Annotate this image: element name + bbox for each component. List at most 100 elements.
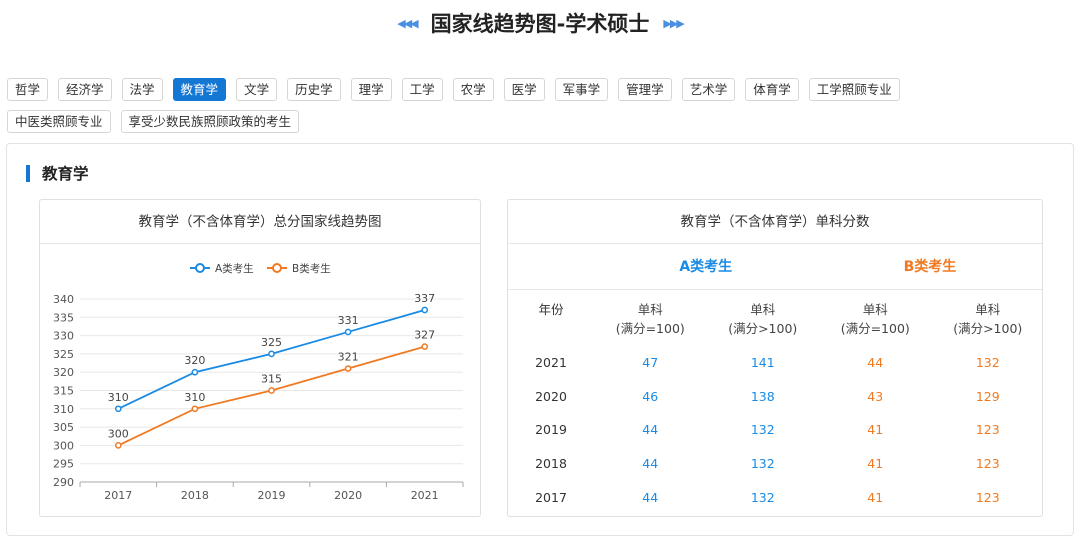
subject-tab[interactable]: 医学 — [503, 78, 545, 101]
data-label: 320 — [184, 354, 205, 367]
score-cell-b2: 123 — [975, 489, 1000, 505]
score-cell-a2: 132 — [750, 422, 775, 438]
score-cell-b2: 123 — [975, 422, 1000, 438]
subject-panel: 教育学 教育学（不含体育学）总分国家线趋势图 290 295 300 305 310 31… — [6, 143, 1074, 536]
y-tick-label: 305 — [53, 421, 74, 434]
score-cell-b1: 41 — [867, 489, 884, 505]
score-card-title: 教育学（不含体育学）单科分数 — [508, 200, 1042, 244]
section-marker — [26, 164, 30, 182]
col-a-sub2: 单科 (满分>100) — [728, 302, 798, 336]
subject-tabs: 哲学 经济学 法学 教育学 文学 历史学 理学 工学 农学 医学 军事学 管理学 艺术学 体育学 工学照顾专… — [7, 78, 1067, 142]
subject-tab[interactable]: 哲学 — [7, 78, 49, 101]
subject-tab[interactable]: 经济学 — [58, 78, 112, 101]
score-cell-b1: 44 — [867, 355, 884, 371]
y-tick-label: 300 — [53, 439, 74, 452]
subject-tab[interactable]: 工学 — [401, 78, 443, 101]
score-cell-b1: 41 — [867, 422, 884, 438]
y-tick-label: 290 — [53, 476, 74, 489]
score-cell-a2: 141 — [750, 355, 775, 371]
trend-chart-title: 教育学（不含体育学）总分国家线趋势图 — [40, 200, 480, 244]
x-tick-label: 2018 — [181, 489, 209, 502]
subject-tab[interactable]: 教育学 — [172, 78, 227, 101]
data-point — [114, 405, 122, 413]
score-cell-b2: 129 — [975, 388, 1000, 404]
score-cell-a1: 44 — [642, 422, 659, 438]
subject-tab[interactable]: 军事学 — [554, 78, 609, 101]
y-tick-label: 340 — [53, 293, 74, 306]
score-cell-year: 2017 — [535, 489, 567, 505]
arrows-left-icon: ◀◀◀ — [397, 16, 418, 30]
section-header: 教育学 — [26, 162, 89, 184]
y-tick-label: 315 — [53, 385, 74, 398]
col-a-sub1: 单科 (满分=100) — [615, 302, 685, 336]
data-label: 321 — [338, 351, 359, 364]
y-tick-label: 330 — [53, 330, 74, 343]
score-groups: A类考生 B类考生 — [508, 244, 1042, 290]
score-cell-a1: 47 — [642, 355, 659, 371]
data-point — [421, 343, 429, 350]
table-row: 2021 47 141 44 132 — [508, 346, 1044, 380]
score-cell-a1: 44 — [642, 489, 659, 505]
data-label: 310 — [108, 391, 129, 404]
group-b-label: B类考生 — [903, 259, 957, 275]
subject-tab[interactable]: 体育学 — [745, 78, 799, 101]
score-cell-a2: 132 — [750, 489, 775, 505]
y-tick-label: 295 — [53, 458, 74, 471]
subject-tab[interactable]: 文学 — [236, 78, 278, 101]
legend-marker — [195, 263, 205, 273]
subject-tab[interactable]: 农学 — [452, 78, 494, 101]
x-tick-label: 2019 — [258, 489, 286, 502]
score-cell-a1: 46 — [642, 388, 659, 404]
data-label: 327 — [414, 329, 435, 342]
y-tick-label: 325 — [53, 348, 74, 361]
subject-tabs-row-2: 中医类照顾专业 享受少数民族照顾政策的考生 — [7, 110, 1067, 134]
score-card: 教育学（不含体育学）单科分数 A类考生 B类考生 年份 单科 (满分=100) 单… — [507, 199, 1043, 517]
data-point — [344, 365, 352, 372]
score-cell-b1: 43 — [867, 388, 884, 404]
data-label: 315 — [261, 373, 282, 386]
score-table-header: 年份 单科 (满分=100) 单科 (满分>100) 单科 (满分=100) 单科 (满… — [508, 290, 1044, 346]
col-year: 年份 — [538, 302, 564, 317]
arrows-right-icon: ▶▶▶ — [663, 16, 684, 30]
subject-tab[interactable]: 艺术学 — [681, 78, 736, 101]
data-point — [421, 306, 429, 314]
table-row: 2017 44 132 41 123 — [508, 480, 1044, 514]
subject-tab[interactable]: 工学照顾专业 — [808, 78, 900, 101]
y-tick-label: 310 — [53, 403, 74, 416]
subject-tab[interactable]: 中医类照顾专业 — [7, 110, 111, 133]
data-label: 310 — [184, 391, 205, 404]
legend-label: B类考生 — [292, 262, 331, 275]
data-label: 325 — [261, 336, 282, 349]
data-point — [344, 328, 352, 336]
score-cell-year: 2020 — [535, 388, 567, 404]
trend-chart-card: 教育学（不含体育学）总分国家线趋势图 290 295 300 305 310 315 320… — [39, 199, 481, 517]
score-table: 年份 单科 (满分=100) 单科 (满分>100) 单科 (满分=100) 单科 (满… — [508, 290, 1044, 514]
subject-tab[interactable]: 享受少数民族照顾政策的考生 — [120, 110, 300, 133]
score-cell-year: 2018 — [535, 456, 567, 472]
y-tick-label: 335 — [53, 311, 74, 324]
score-cell-a2: 132 — [750, 456, 775, 472]
x-tick-label: 2021 — [411, 489, 439, 502]
score-cell-b2: 123 — [975, 456, 1000, 472]
subject-tab[interactable]: 历史学 — [287, 78, 341, 101]
score-cell-b1: 41 — [867, 456, 884, 472]
subject-tab[interactable]: 管理学 — [618, 78, 672, 101]
score-cell-year: 2021 — [535, 355, 567, 371]
data-point — [114, 442, 122, 449]
page-header: ◀◀◀ 国家线趋势图-学术硕士 ▶▶▶ — [0, 8, 1080, 38]
trend-chart: 290 295 300 305 310 315 320 325 330 335 340 2017 201… — [53, 262, 464, 502]
score-cell-b2: 132 — [975, 355, 1000, 371]
col-b-sub2: 单科 (满分>100) — [953, 302, 1023, 336]
subject-tab[interactable]: 理学 — [350, 78, 392, 101]
data-point — [268, 387, 275, 394]
data-point — [191, 368, 199, 376]
x-tick-label: 2020 — [334, 489, 362, 502]
legend-label: A类考生 — [215, 262, 254, 275]
table-row: 2018 44 132 41 123 — [508, 447, 1044, 481]
subject-tabs-row-1: 哲学 经济学 法学 教育学 文学 历史学 理学 工学 农学 医学 军事学 管理学 艺术学 体育学 工学照顾专… — [7, 78, 1067, 102]
table-row: 2019 44 132 41 123 — [508, 413, 1044, 447]
subject-tab[interactable]: 法学 — [121, 78, 163, 101]
legend-marker — [272, 263, 282, 273]
data-point — [191, 405, 199, 413]
